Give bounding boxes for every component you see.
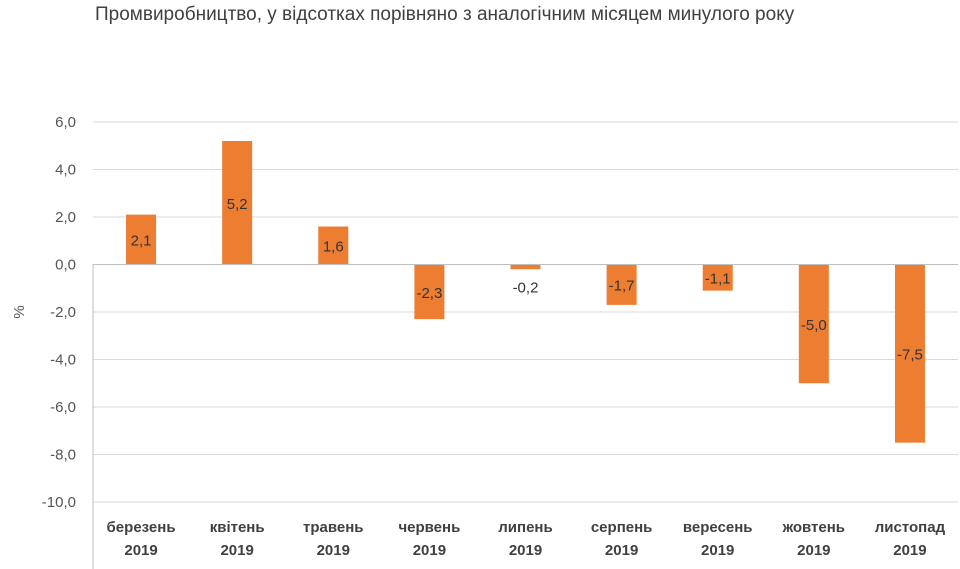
category-year-label: 2019 bbox=[124, 542, 157, 559]
bar bbox=[126, 214, 157, 265]
category-label: травень bbox=[303, 519, 364, 536]
y-tick-label: -10,0 bbox=[42, 494, 76, 511]
category-year-label: 2019 bbox=[413, 542, 446, 559]
y-tick-label: -4,0 bbox=[50, 352, 76, 369]
data-label: -1,7 bbox=[609, 278, 635, 295]
category-year-label: 2019 bbox=[893, 542, 926, 559]
category-year-label: 2019 bbox=[317, 542, 350, 559]
bar bbox=[510, 264, 541, 270]
labels: 6,0 4,0 2,0 0,0 -2,0 -4,0 -6,0 -8,0 -10,0% 2,1 бер… bbox=[11, 114, 946, 559]
category-label: вересень bbox=[683, 519, 753, 536]
data-label: -1,1 bbox=[705, 271, 731, 288]
bar bbox=[414, 264, 445, 320]
y-tick-label: 0,0 bbox=[55, 257, 76, 274]
category-year-label: 2019 bbox=[797, 542, 830, 559]
data-label: -7,5 bbox=[897, 347, 923, 364]
category-label: березень bbox=[107, 519, 176, 536]
bar bbox=[318, 226, 349, 265]
y-tick-label: 6,0 bbox=[55, 114, 76, 131]
chart-title: Промвиробництво, у відсотках порівняно з… bbox=[95, 4, 795, 25]
category-label: червень bbox=[398, 519, 460, 536]
axes bbox=[92, 264, 958, 569]
category-label: квітень bbox=[210, 519, 265, 536]
category-label: серпень bbox=[591, 519, 653, 536]
bar bbox=[222, 141, 253, 265]
category-year-label: 2019 bbox=[701, 542, 734, 559]
data-label: 2,1 bbox=[131, 233, 152, 250]
y-tick-label: 2,0 bbox=[55, 209, 76, 226]
category-label: жовтень bbox=[782, 519, 845, 536]
bars bbox=[126, 141, 925, 443]
data-label: 1,6 bbox=[323, 239, 344, 256]
bar bbox=[894, 264, 925, 443]
bar bbox=[702, 264, 733, 291]
y-tick-label: -8,0 bbox=[50, 447, 76, 464]
y-tick-label: -6,0 bbox=[50, 399, 76, 416]
bar bbox=[606, 264, 637, 305]
data-label: -0,2 bbox=[513, 280, 539, 297]
y-tick-label: -2,0 bbox=[50, 304, 76, 321]
category-label: листопад bbox=[875, 519, 946, 536]
category-year-label: 2019 bbox=[605, 542, 638, 559]
y-axis-label: % bbox=[11, 305, 28, 318]
data-label: -2,3 bbox=[416, 285, 442, 302]
bar bbox=[798, 264, 829, 384]
data-label: 5,2 bbox=[227, 196, 248, 213]
data-label: -5,0 bbox=[801, 317, 827, 334]
category-label: липень bbox=[498, 519, 552, 536]
category-year-label: 2019 bbox=[509, 542, 542, 559]
y-tick-label: 4,0 bbox=[55, 162, 76, 179]
category-year-label: 2019 bbox=[220, 542, 253, 559]
